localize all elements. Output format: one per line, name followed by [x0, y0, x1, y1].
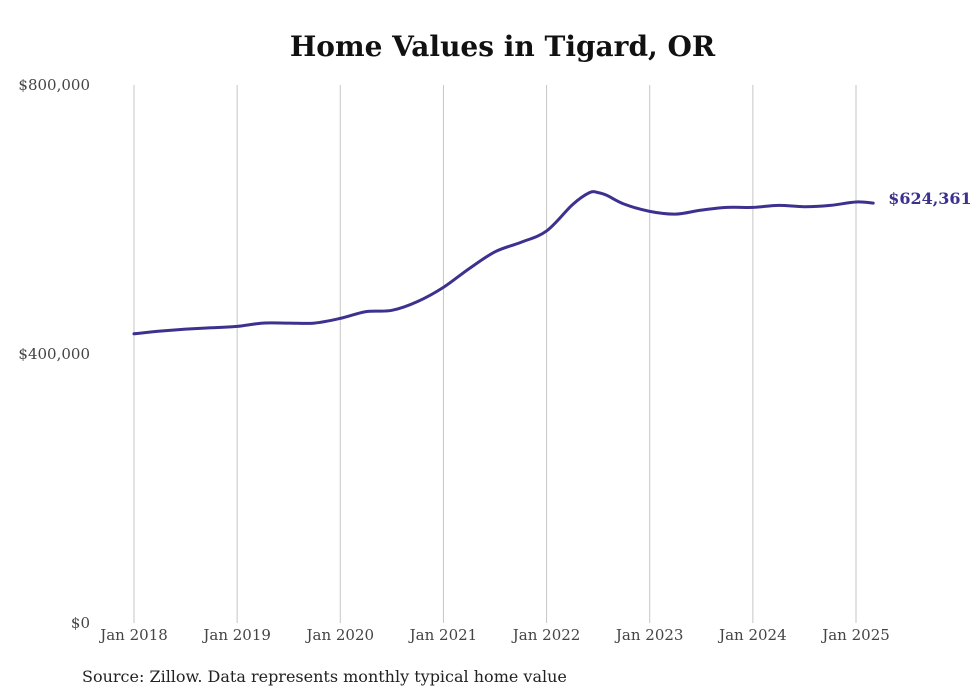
- source-note: Source: Zillow. Data represents monthly …: [82, 667, 567, 686]
- x-axis: Jan 2018 Jan 2019 Jan 2020 Jan 2021 Jan 2022…: [98, 626, 890, 644]
- x-tick-label: Jan 2025: [820, 626, 890, 644]
- series-line: [132, 190, 875, 336]
- y-tick-label: $0: [71, 614, 90, 632]
- y-tick-label: $800,000: [18, 76, 90, 94]
- grid-layer: [133, 85, 857, 623]
- x-tick-label: Jan 2024: [717, 626, 787, 644]
- end-value-label: $624,361: [888, 189, 972, 208]
- x-tick-label: Jan 2021: [408, 626, 478, 644]
- y-tick-label: $400,000: [18, 345, 90, 363]
- x-tick-label: Jan 2018: [98, 626, 168, 644]
- annotation-layer: $624,361: [888, 189, 972, 208]
- y-axis: $0 $400,000 $800,000: [18, 76, 90, 632]
- x-tick-label: Jan 2020: [305, 626, 375, 644]
- chart-title: Home Values in Tigard, OR: [289, 30, 716, 63]
- x-tick-label: Jan 2023: [614, 626, 684, 644]
- x-tick-label: Jan 2019: [201, 626, 271, 644]
- x-tick-label: Jan 2022: [511, 626, 581, 644]
- series-layer: [132, 190, 875, 336]
